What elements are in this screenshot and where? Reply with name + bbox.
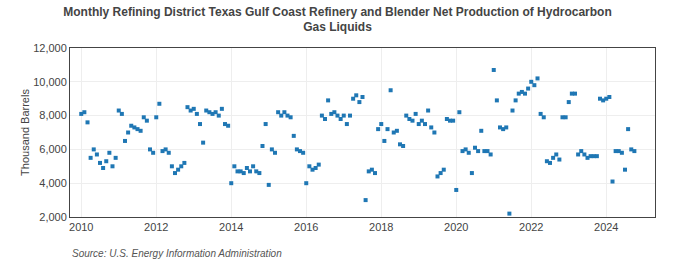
svg-text:2018: 2018 (369, 221, 393, 233)
svg-text:2016: 2016 (294, 221, 318, 233)
svg-text:8,000: 8,000 (39, 109, 67, 121)
svg-text:10,000: 10,000 (33, 76, 67, 88)
svg-text:Monthly Refining District Texa: Monthly Refining District Texas Gulf Coa… (63, 5, 612, 35)
svg-text:4,000: 4,000 (39, 177, 67, 189)
svg-text:2010: 2010 (69, 221, 93, 233)
svg-text:2022: 2022 (519, 221, 543, 233)
svg-text:2014: 2014 (219, 221, 243, 233)
svg-text:12,000: 12,000 (33, 42, 67, 54)
svg-text:Thousand Barrels: Thousand Barrels (19, 89, 31, 176)
svg-text:Source: U.S. Energy Informatio: Source: U.S. Energy Information Administ… (72, 248, 282, 259)
svg-text:2012: 2012 (144, 221, 168, 233)
svg-text:2020: 2020 (444, 221, 468, 233)
svg-text:2024: 2024 (594, 221, 618, 233)
svg-text:6,000: 6,000 (39, 143, 67, 155)
svg-text:2,000: 2,000 (39, 211, 67, 223)
